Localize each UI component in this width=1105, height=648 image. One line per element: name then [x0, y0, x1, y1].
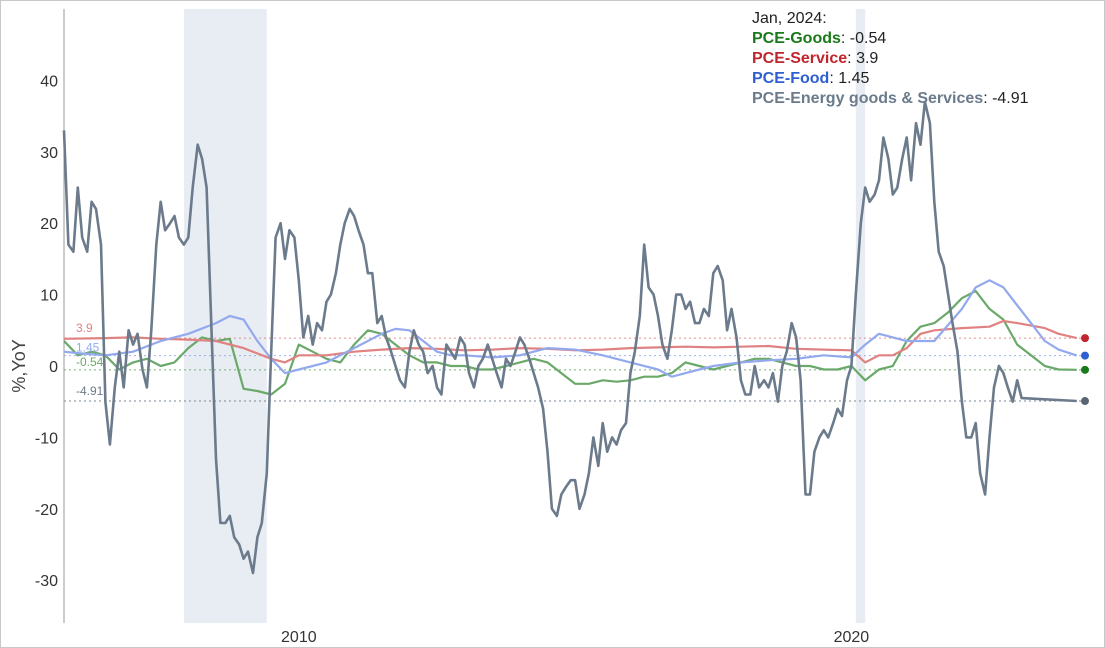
- hover-tooltip: Jan, 2024: PCE-Goods: -0.54 PCE-Service:…: [752, 9, 1029, 109]
- tooltip-name-goods: PCE-Goods: [752, 30, 841, 47]
- end-value-labels: -0.54 3.9 1.45 -4.91: [76, 321, 104, 398]
- tooltip-name-service: PCE-Service: [752, 50, 848, 67]
- y-tick-label: 40: [40, 73, 58, 90]
- tooltip-date: Jan, 2024:: [752, 10, 827, 27]
- x-tick-label: 2020: [834, 629, 870, 646]
- y-tick-label: 0: [49, 359, 58, 376]
- tooltip-row-service: PCE-Service: 3.9: [752, 50, 879, 67]
- x-tick-label: 2010: [281, 629, 317, 646]
- x-axis-ticks: 2010 2020: [281, 629, 869, 646]
- series-line: [63, 289, 1077, 396]
- y-tick-label: -20: [35, 502, 58, 519]
- tooltip-value-food: 1.45: [838, 70, 870, 87]
- tooltip-value-energy: -4.91: [992, 90, 1029, 107]
- end-value-label: 1.45: [76, 341, 100, 355]
- series-line: [63, 279, 1078, 378]
- y-tick-label: 20: [40, 216, 58, 233]
- end-dot: [1081, 365, 1089, 374]
- series-line: [62, 100, 1077, 575]
- tooltip-row-goods: PCE-Goods: -0.54: [752, 30, 887, 47]
- recession-band-0: [183, 9, 267, 623]
- y-tick-label: -10: [35, 430, 58, 447]
- end-value-label: -0.54: [76, 355, 104, 369]
- y-tick-label: 30: [40, 145, 58, 162]
- tooltip-name-food: PCE-Food: [752, 70, 830, 87]
- tooltip-value-goods: -0.54: [849, 30, 887, 47]
- series-lines: [62, 100, 1078, 575]
- recession-band-1: [855, 9, 866, 623]
- y-axis-ticks: -30 -20 -10 0 10 20 30 40: [35, 73, 58, 590]
- end-dot: [1081, 351, 1089, 360]
- end-value-label: 3.9: [76, 321, 93, 335]
- end-value-label: -4.91: [76, 384, 104, 398]
- tooltip-row-food: PCE-Food: 1.45: [752, 70, 870, 87]
- y-axis-label: %,YoY: [9, 339, 29, 392]
- tooltip-name-energy: PCE-Energy goods & Services: [752, 90, 984, 107]
- end-dot: [1081, 397, 1089, 406]
- tooltip-value-service: 3.9: [856, 50, 879, 67]
- y-tick-label: -30: [35, 573, 58, 590]
- y-tick-label: 10: [40, 288, 58, 305]
- end-dots: [1081, 334, 1089, 406]
- end-dot: [1081, 334, 1089, 343]
- tooltip-row-energy: PCE-Energy goods & Services: -4.91: [752, 90, 1029, 107]
